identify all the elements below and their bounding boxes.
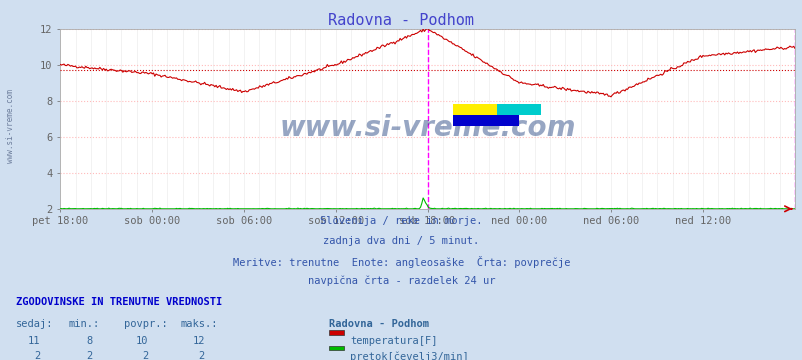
Text: www.si-vreme.com: www.si-vreme.com: [279, 114, 575, 142]
Text: maks.:: maks.:: [180, 319, 218, 329]
Text: povpr.:: povpr.:: [124, 319, 168, 329]
FancyBboxPatch shape: [453, 115, 519, 126]
Text: Radovna - Podhom: Radovna - Podhom: [329, 319, 429, 329]
Text: www.si-vreme.com: www.si-vreme.com: [6, 89, 15, 163]
Text: Slovenija / reke in morje.: Slovenija / reke in morje.: [320, 216, 482, 226]
Text: 12: 12: [192, 336, 205, 346]
Text: 8: 8: [86, 336, 92, 346]
Text: Meritve: trenutne  Enote: angleosaške  Črta: povprečje: Meritve: trenutne Enote: angleosaške Črt…: [233, 256, 569, 267]
Text: 2: 2: [198, 351, 205, 360]
FancyBboxPatch shape: [453, 104, 496, 115]
Text: min.:: min.:: [68, 319, 99, 329]
Text: temperatura[F]: temperatura[F]: [350, 336, 437, 346]
Text: pretok[čevelj3/min]: pretok[čevelj3/min]: [350, 351, 468, 360]
Text: navpična črta - razdelek 24 ur: navpična črta - razdelek 24 ur: [307, 275, 495, 286]
Text: 2: 2: [142, 351, 148, 360]
Text: 2: 2: [86, 351, 92, 360]
Text: 10: 10: [136, 336, 148, 346]
Text: sedaj:: sedaj:: [16, 319, 54, 329]
Text: zadnja dva dni / 5 minut.: zadnja dva dni / 5 minut.: [323, 236, 479, 246]
Text: 2: 2: [34, 351, 40, 360]
FancyBboxPatch shape: [496, 104, 541, 115]
Text: Radovna - Podhom: Radovna - Podhom: [328, 13, 474, 28]
Text: 11: 11: [27, 336, 40, 346]
Text: ZGODOVINSKE IN TRENUTNE VREDNOSTI: ZGODOVINSKE IN TRENUTNE VREDNOSTI: [16, 297, 222, 307]
